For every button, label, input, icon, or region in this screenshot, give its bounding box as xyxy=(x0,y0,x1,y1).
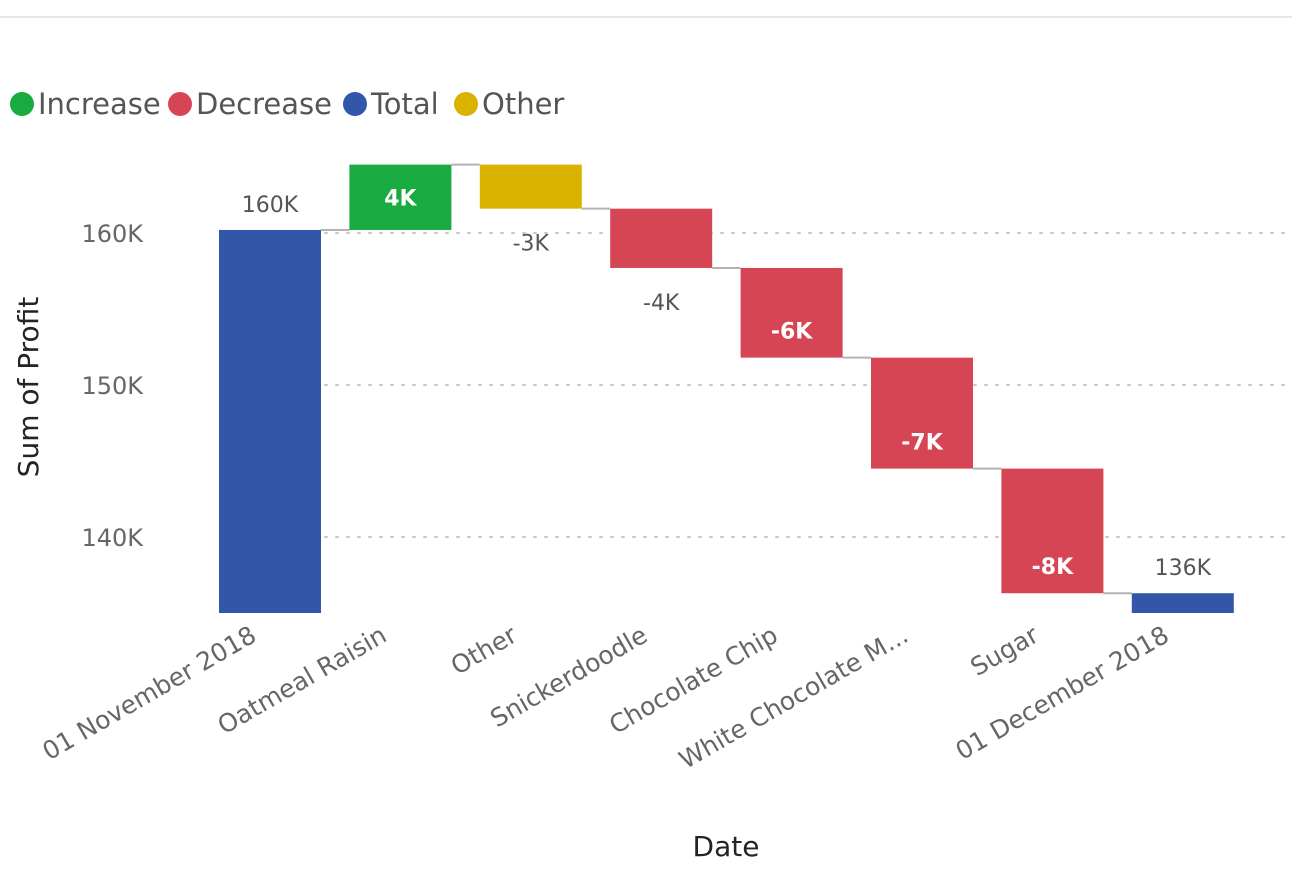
x-label-other: Other xyxy=(446,620,523,681)
data-labels: 160K 4K -3K -4K -6K -7K -8K 136K xyxy=(242,186,1212,581)
data-label-01-november-2018: 160K xyxy=(242,193,299,218)
bars xyxy=(219,164,1234,613)
legend-other-marker xyxy=(454,92,478,116)
x-label-01-december-2018: 01 December 2018 xyxy=(951,620,1174,766)
connectors xyxy=(321,163,1132,595)
legend-decrease-label: Decrease xyxy=(196,87,332,121)
bar-chocolate-chip xyxy=(740,267,843,358)
bar-oatmeal-raisin xyxy=(349,164,452,230)
data-label-oatmeal-raisin: 4K xyxy=(384,186,417,211)
legend-increase-label: Increase xyxy=(38,87,161,121)
y-axis-ticks: 140K 150K 160K xyxy=(81,220,144,552)
bar-sugar xyxy=(1001,468,1104,594)
bar-other xyxy=(479,164,582,209)
data-label-01-december-2018: 136K xyxy=(1155,556,1212,581)
x-label-white-chocolate-m: White Chocolate M... xyxy=(674,620,913,775)
data-label-sugar: -8K xyxy=(1032,555,1074,580)
gridlines xyxy=(324,232,1291,538)
data-label-other: -3K xyxy=(513,232,550,257)
bar-snickerdoodle xyxy=(610,208,713,268)
y-tick-140k: 140K xyxy=(81,524,144,552)
legend-other-label: Other xyxy=(482,87,564,121)
y-axis-title: Sum of Profit xyxy=(12,297,45,478)
y-tick-150k: 150K xyxy=(81,372,144,400)
bar-01-november-2018 xyxy=(219,229,321,613)
x-axis-title: Date xyxy=(693,830,760,863)
bar-white-chocolate-m xyxy=(871,357,973,469)
data-label-white-chocolate-m: -7K xyxy=(901,431,943,456)
data-label-chocolate-chip: -6K xyxy=(771,320,813,345)
legend-total-marker xyxy=(343,92,367,116)
bar-01-december-2018 xyxy=(1131,593,1234,613)
x-label-01-november-2018: 01 November 2018 xyxy=(37,620,261,766)
legend: Increase Decrease Total Other xyxy=(10,87,564,121)
legend-decrease-marker xyxy=(168,92,192,116)
legend-increase-marker xyxy=(10,92,34,116)
legend-total-label: Total xyxy=(370,87,439,121)
data-label-snickerdoodle: -4K xyxy=(643,291,680,316)
y-tick-160k: 160K xyxy=(81,220,144,248)
x-label-sugar: Sugar xyxy=(966,620,1045,682)
